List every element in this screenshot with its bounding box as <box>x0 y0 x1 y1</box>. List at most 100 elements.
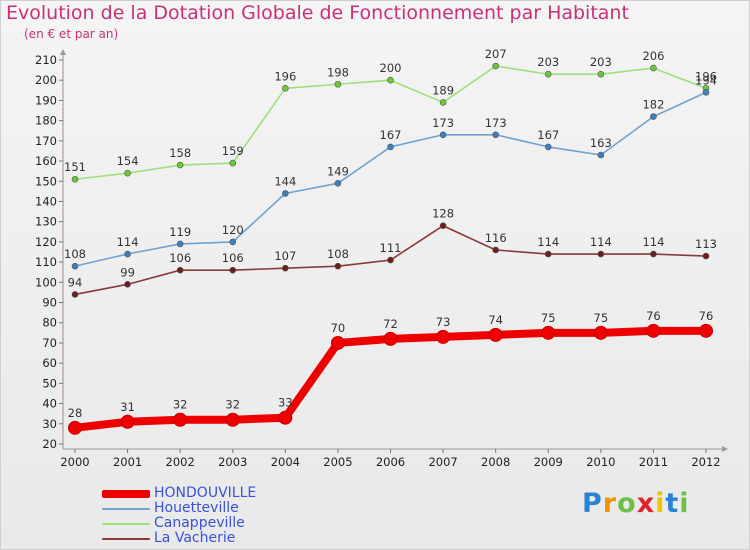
data-label: 203 <box>537 55 559 69</box>
x-tick-label: 2004 <box>271 455 300 469</box>
legend-item: Canappeville <box>102 516 256 531</box>
x-tick-label: 2000 <box>60 455 89 469</box>
x-tick-label: 2006 <box>376 455 405 469</box>
data-label: 144 <box>274 174 296 188</box>
y-tick-label: 70 <box>42 336 57 350</box>
data-label: 108 <box>327 247 349 261</box>
data-label: 114 <box>642 235 664 249</box>
y-tick-label: 30 <box>42 417 57 431</box>
data-label: 113 <box>695 237 717 251</box>
y-tick-label: 210 <box>35 53 57 67</box>
data-label: 76 <box>699 309 714 323</box>
logo-letter: i <box>655 488 666 519</box>
data-label: 203 <box>590 55 612 69</box>
data-point <box>436 329 451 344</box>
x-tick-label: 2003 <box>218 455 247 469</box>
legend-swatch <box>102 489 150 498</box>
data-point <box>492 131 499 139</box>
data-point <box>282 264 289 272</box>
chart-subtitle: (en € et par an) <box>24 27 119 41</box>
logo-letter: r <box>602 488 618 519</box>
data-point <box>650 250 657 258</box>
data-point <box>544 70 552 78</box>
data-label: 194 <box>695 73 717 87</box>
legend: HONDOUVILLE Houetteville Canappeville La Va… <box>102 486 256 546</box>
data-label: 196 <box>695 69 717 83</box>
data-label: 75 <box>541 311 556 325</box>
data-point <box>124 250 131 258</box>
data-label: 75 <box>594 311 609 325</box>
y-tick-label: 130 <box>35 215 57 229</box>
x-axis-arrow <box>722 446 728 452</box>
data-point <box>597 250 605 258</box>
data-label: 70 <box>331 321 346 335</box>
data-label: 32 <box>225 398 240 412</box>
data-point <box>229 238 237 246</box>
data-point <box>387 76 394 84</box>
proxiti-logo: Proxiti <box>582 488 690 519</box>
data-label: 200 <box>380 61 402 75</box>
data-point <box>383 331 398 346</box>
data-point <box>124 169 131 177</box>
y-tick-label: 120 <box>35 235 57 249</box>
data-point <box>646 323 661 338</box>
chart-title: Evolution de la Dotation Globale de Fonc… <box>6 2 629 24</box>
logo-letter: x <box>636 488 656 519</box>
y-tick-label: 90 <box>42 296 57 310</box>
data-label: 173 <box>432 116 454 130</box>
y-tick-label: 50 <box>42 376 57 390</box>
y-tick-label: 190 <box>35 93 57 107</box>
data-point <box>229 159 237 167</box>
legend-item: La Vacherie <box>102 531 256 546</box>
data-label: 106 <box>222 251 244 265</box>
data-label: 108 <box>64 247 86 261</box>
x-tick-label: 2002 <box>166 455 195 469</box>
x-tick-label: 2008 <box>481 455 510 469</box>
logo-letter: i <box>679 488 690 519</box>
logo-letter: o <box>617 488 637 519</box>
data-label: 94 <box>68 275 83 289</box>
data-point <box>176 240 184 248</box>
data-label: 106 <box>169 251 191 265</box>
data-point <box>387 256 394 264</box>
data-point <box>544 143 552 151</box>
data-point <box>334 262 342 270</box>
data-point <box>68 420 82 435</box>
data-point <box>225 412 240 427</box>
data-label: 207 <box>485 47 507 61</box>
y-tick-label: 110 <box>35 255 57 269</box>
legend-item: Houetteville <box>102 501 256 516</box>
data-point <box>278 410 293 425</box>
legend-label: La Vacherie <box>154 530 236 546</box>
data-point <box>71 291 79 298</box>
data-label: 111 <box>380 241 402 255</box>
data-label: 196 <box>274 69 296 83</box>
data-label: 73 <box>436 315 451 329</box>
data-point <box>387 143 394 151</box>
data-label: 116 <box>485 231 507 245</box>
data-label: 189 <box>432 83 454 97</box>
data-label: 99 <box>120 265 135 279</box>
y-tick-label: 200 <box>35 73 57 87</box>
y-tick-label: 80 <box>42 316 57 330</box>
legend-swatch <box>102 522 150 525</box>
data-label: 206 <box>642 49 664 63</box>
data-label: 76 <box>646 309 661 323</box>
legend-label: Canappeville <box>154 515 245 531</box>
data-point <box>488 327 503 342</box>
data-point <box>439 99 447 106</box>
data-point <box>176 161 184 169</box>
data-label: 149 <box>327 164 349 178</box>
data-label: 31 <box>120 400 135 414</box>
data-label: 182 <box>642 98 664 112</box>
data-label: 72 <box>383 317 398 331</box>
data-point <box>492 246 499 254</box>
y-tick-label: 40 <box>42 397 57 411</box>
data-label: 114 <box>117 235 139 249</box>
data-point <box>544 250 552 258</box>
data-point <box>71 262 79 270</box>
y-tick-label: 160 <box>35 154 57 168</box>
y-tick-label: 20 <box>42 437 57 451</box>
axes: 20 30 40 50 60 70 80 90 100 110 120 130 140 150 160 170… <box>35 49 728 469</box>
y-tick-label: 170 <box>35 134 57 148</box>
